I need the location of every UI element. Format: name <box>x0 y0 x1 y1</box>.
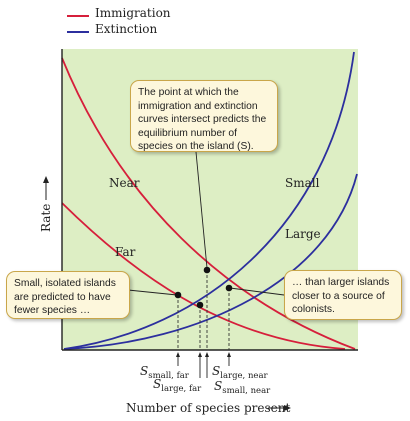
curve-label-small: Small <box>285 176 320 190</box>
s-small-near-label: Ssmall, near <box>214 379 271 396</box>
y-axis-label-group: Rate <box>39 204 53 232</box>
extinction-curve-large <box>63 173 358 350</box>
callout-equilibrium-explanation: The point at which the immigration and e… <box>130 80 278 152</box>
immigration-curve-far <box>61 202 346 350</box>
s-small-far-sub: small, far <box>148 371 190 381</box>
s-small-far-main: S <box>140 364 148 378</box>
s-small-near-arrowhead <box>205 352 209 357</box>
equilibrium-point-large-near <box>225 284 233 292</box>
callout-larger-closer-islands: … than larger islands closer to a source… <box>284 270 402 320</box>
legend-immigration-swatch <box>67 15 89 17</box>
s-large-near-arrowhead <box>227 352 231 357</box>
immigration-curve-near <box>61 57 356 350</box>
x-axis-arrowhead <box>284 405 291 411</box>
s-large-near-label: Slarge, near <box>212 364 269 381</box>
s-small-far-label: Ssmall, far <box>140 364 190 381</box>
extinction-curve-small <box>63 51 355 350</box>
s-large-far-arrowhead <box>198 352 202 357</box>
legend-immigration-label: Immigration <box>95 6 171 20</box>
s-small-near-main: S <box>214 379 222 393</box>
equilibrium-point-large-far <box>196 301 204 309</box>
callout-small-isolated-islands: Small, isolated islands are predicted to… <box>6 271 130 319</box>
legend-extinction-label: Extinction <box>95 22 158 36</box>
s-small-near-sub: small, near <box>222 386 271 396</box>
equilibrium-point-small-far <box>174 291 182 299</box>
equilibrium-point-small-near <box>203 266 211 274</box>
s-large-far-sub: large, far <box>161 384 202 394</box>
s-large-far-main: S <box>153 377 161 391</box>
leader-left-to-point <box>127 289 178 296</box>
s-small-far-arrowhead <box>176 352 180 357</box>
curve-label-large: Large <box>285 227 321 241</box>
curve-label-near: Near <box>109 176 140 190</box>
x-axis-label: Number of species present <box>126 401 291 415</box>
s-large-near-main: S <box>212 364 220 378</box>
legend-extinction-swatch <box>67 31 89 33</box>
s-large-near-sub: large, near <box>220 371 268 381</box>
s-large-far-label: Slarge, far <box>153 377 202 394</box>
leader-right-to-point <box>229 287 285 296</box>
y-axis-arrowhead <box>43 176 49 183</box>
curve-label-far: Far <box>115 245 136 259</box>
leader-top-to-point <box>195 151 208 269</box>
y-axis-label: Rate <box>39 204 53 232</box>
